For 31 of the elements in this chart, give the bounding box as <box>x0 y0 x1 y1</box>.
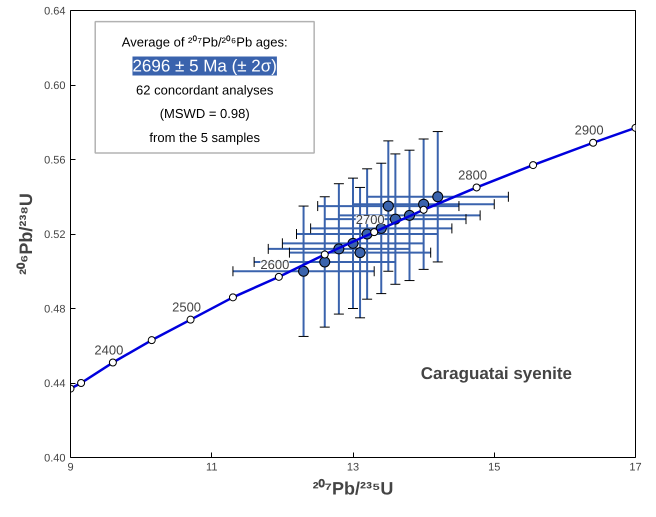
annotation: 2800 <box>458 167 488 182</box>
annotation: Caraguatai syenite <box>420 364 572 384</box>
point <box>432 191 444 202</box>
x-tick-label: 13 <box>346 462 360 474</box>
annotation: 2900 <box>574 122 604 138</box>
annotation: 2500 <box>172 300 202 315</box>
y-axis-title: ²⁰⁶Pb/²³⁸U <box>16 193 36 275</box>
annotation: from the 5 samples <box>149 130 260 146</box>
point <box>298 266 310 277</box>
point <box>382 200 394 212</box>
x-tick-label: 9 <box>67 462 74 474</box>
annotation: 2600 <box>260 256 290 272</box>
x-tick-label: 11 <box>206 462 218 474</box>
annotation: Average of ²⁰⁷Pb/²⁰⁶Pb ages: <box>122 34 288 50</box>
x-tick-label: 17 <box>629 462 642 474</box>
annotation: 2400 <box>94 342 124 358</box>
x-tick-label: 15 <box>488 462 500 474</box>
y-tick-label: 0.64 <box>44 6 66 18</box>
y-tick-label: 0.40 <box>44 452 66 464</box>
y-tick-label: 0.56 <box>44 154 66 166</box>
y-tick-label: 0.48 <box>44 304 66 316</box>
annotation: (MSWD = 0.98) <box>160 106 250 122</box>
y-tick-label: 0.52 <box>44 229 66 241</box>
annotation: 2700 <box>356 212 385 228</box>
y-tick-label: 0.60 <box>44 80 66 92</box>
point <box>354 247 366 258</box>
annotation: 62 concordant analyses <box>136 82 274 98</box>
point <box>319 256 330 268</box>
annotation: 2696 ± 5 Ma (± 2σ) <box>132 56 277 76</box>
x-axis-title: ²⁰⁷Pb/²³⁵U <box>312 478 394 498</box>
y-tick-label: 0.44 <box>44 378 66 390</box>
